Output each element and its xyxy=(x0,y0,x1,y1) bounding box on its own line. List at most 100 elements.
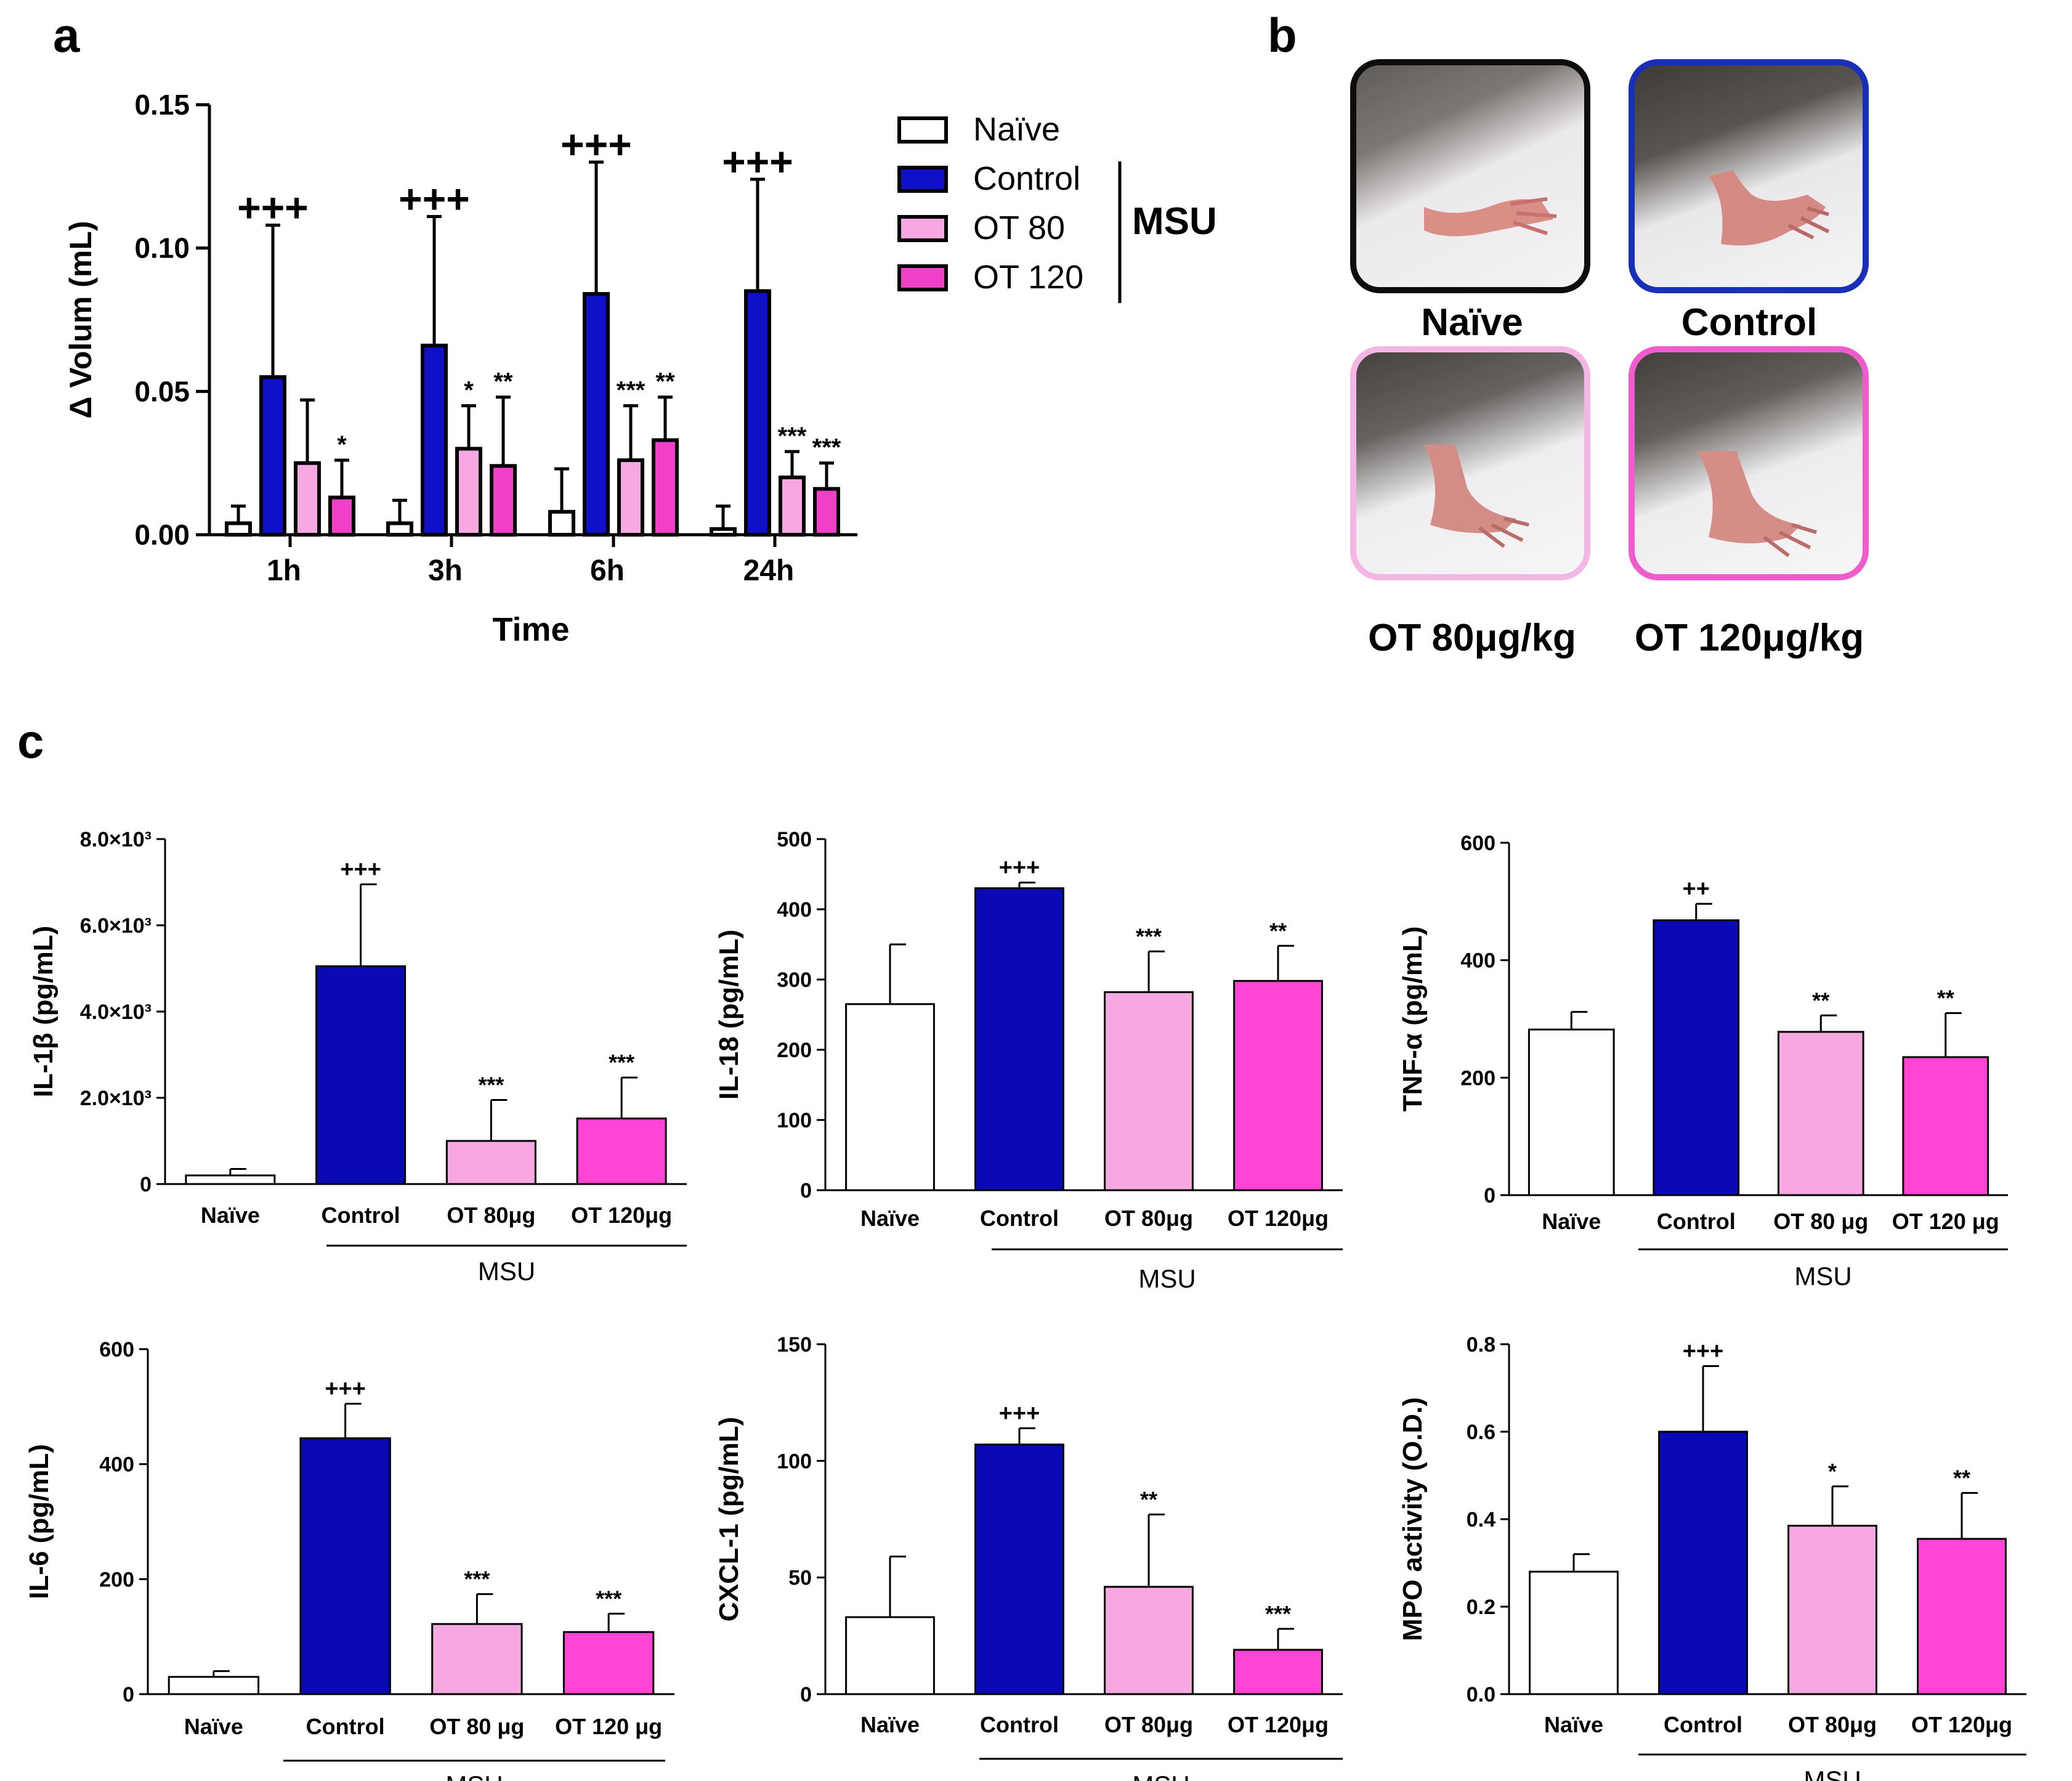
panel-label-a: a xyxy=(53,8,80,62)
legend-swatch-ot-80 xyxy=(897,215,948,242)
bar-ot-80-g xyxy=(431,1623,523,1695)
y-tick-label: 0.15 xyxy=(134,89,190,121)
x-tick-label: OT 80 μg xyxy=(429,1714,524,1739)
significance-label: +++ xyxy=(1683,1339,1724,1365)
legend-label-na-ve: Naïve xyxy=(973,111,1060,148)
y-axis-title: TNF-α (pg/mL) xyxy=(1398,927,1428,1112)
y-axis-title: IL-6 (pg/mL) xyxy=(24,1444,54,1599)
bar-control-1h xyxy=(259,375,286,537)
significance-label: *** xyxy=(1136,923,1162,949)
paw-volume-chart: 0.00 0.05 0.10 0.15 Δ Volum (mL) Time 1h +++ * 3h… xyxy=(63,89,1217,648)
x-tick-label: 24h xyxy=(743,554,795,587)
msu-group-label: MSU xyxy=(445,1771,503,1781)
bar-ot-80-g xyxy=(1104,991,1194,1191)
significance-label: *** xyxy=(609,1050,634,1075)
y-tick-label: 300 xyxy=(777,968,812,992)
significance-label: *** xyxy=(778,423,807,450)
paw-illustration-icon xyxy=(1424,197,1557,237)
bar-na-ve xyxy=(168,1676,260,1695)
x-tick-label: OT 120μg xyxy=(1228,1712,1329,1737)
control-photo-caption: Control xyxy=(1681,301,1818,344)
msu-group-label: MSU xyxy=(1132,1771,1189,1781)
x-tick-label: 6h xyxy=(590,554,625,587)
y-tick-label: 150 xyxy=(777,1333,812,1357)
legend-swatch-ot-120 xyxy=(897,264,948,291)
x-tick-label: OT 80μg xyxy=(1104,1206,1193,1231)
il1b-chart: 0 2.0×10³ 4.0×10³ 6.0×10³ 8.0×10³ IL-1β (pg/m… xyxy=(28,828,687,1286)
bar-na-ve-24h xyxy=(710,527,737,537)
y-tick-label: 100 xyxy=(777,1109,812,1132)
y-tick-label: 6.0×10³ xyxy=(80,914,152,938)
x-tick-label: 3h xyxy=(428,554,463,587)
bar-ot-120-g xyxy=(576,1118,667,1185)
y-tick-label: 0.6 xyxy=(1467,1421,1495,1444)
y-tick-label: 100 xyxy=(777,1450,812,1473)
bar-ot-80-3h xyxy=(455,447,482,537)
x-tick-label: OT 120μg xyxy=(571,1203,672,1228)
paw-illustration-icon xyxy=(1424,445,1529,548)
ot80-paw-photo xyxy=(1350,346,1590,580)
significance-label: *** xyxy=(478,1073,504,1098)
y-tick-label: 0.4 xyxy=(1467,1508,1495,1531)
significance-label: ** xyxy=(1269,918,1287,943)
y-tick-label: 400 xyxy=(99,1453,134,1477)
legend-label-control: Control xyxy=(973,160,1080,197)
y-tick-label: 0.00 xyxy=(134,519,190,551)
bar-ot-120-6h xyxy=(652,438,679,537)
significance-label: +++ xyxy=(722,139,793,184)
legend-group-label: MSU xyxy=(1132,200,1217,243)
bar-control-24h xyxy=(744,289,771,537)
bar-na-ve-1h xyxy=(225,521,252,537)
significance-label: *** xyxy=(596,1586,621,1611)
x-tick-label: 1h xyxy=(267,554,301,587)
y-axis-title: MPO activity (O.D.) xyxy=(1398,1397,1428,1641)
il6-chart: 0 200 400 600 IL-6 (pg/mL) Naïve Control +++ OT … xyxy=(24,1338,674,1781)
msu-group-label: MSU xyxy=(478,1257,535,1286)
y-tick-label: 0 xyxy=(800,1683,812,1706)
panel-label-c: c xyxy=(17,714,44,768)
significance-label: +++ xyxy=(340,857,381,883)
il18-chart: 0 100 200 300 400 500 IL-18 (pg/mL) Naïve Contro… xyxy=(714,828,1343,1293)
significance-label: +++ xyxy=(325,1376,366,1402)
y-tick-label: 2.0×10³ xyxy=(80,1087,152,1110)
x-tick-label: Naïve xyxy=(860,1712,920,1737)
x-tick-label: Control xyxy=(980,1206,1059,1231)
y-tick-label: 0.8 xyxy=(1467,1333,1495,1357)
bar-ot-120-1h xyxy=(328,495,355,537)
x-tick-label: Control xyxy=(1657,1209,1736,1234)
significance-label: ** xyxy=(1140,1487,1157,1512)
bar-ot-120-g xyxy=(1917,1538,2007,1695)
ot120-photo-caption: OT 120μg/kg xyxy=(1634,617,1864,659)
y-axis-title: CXCL-1 (pg/mL) xyxy=(714,1417,744,1621)
bar-control xyxy=(974,887,1064,1191)
significance-label: +++ xyxy=(237,184,309,230)
control-paw-photo xyxy=(1629,59,1869,293)
significance-label: ** xyxy=(1937,985,1954,1010)
bar-ot-120-24h xyxy=(813,487,840,537)
y-tick-label: 4.0×10³ xyxy=(80,1000,152,1024)
y-tick-label: 0.10 xyxy=(134,232,190,264)
bar-control xyxy=(1653,919,1740,1196)
x-tick-label: OT 120 μg xyxy=(1892,1209,1999,1234)
bar-ot-80-24h xyxy=(779,475,806,537)
paw-illustration-icon xyxy=(1709,170,1830,246)
x-tick-label: OT 80 μg xyxy=(1773,1209,1868,1234)
x-tick-label: OT 80μg xyxy=(1104,1712,1193,1737)
x-tick-label: OT 80μg xyxy=(447,1203,535,1228)
y-tick-label: 0 xyxy=(1484,1184,1495,1207)
y-tick-label: 0 xyxy=(123,1683,134,1706)
y-tick-label: 200 xyxy=(777,1039,812,1062)
x-tick-label: Naïve xyxy=(184,1714,243,1739)
bar-ot-80-6h xyxy=(617,458,644,537)
bar-na-ve xyxy=(1528,1028,1615,1196)
bar-ot-120-g xyxy=(1233,1649,1323,1695)
bar-ot-80-g xyxy=(445,1140,536,1185)
significance-label: ** xyxy=(493,368,513,396)
y-axis-title: IL-1β (pg/mL) xyxy=(28,926,59,1098)
y-tick-label: 600 xyxy=(99,1338,134,1361)
bar-ot-120-g xyxy=(562,1631,655,1695)
bar-ot-80-g xyxy=(1777,1031,1864,1196)
y-tick-label: 8.0×10³ xyxy=(80,828,152,851)
mpo-chart: 0.0 0.2 0.4 0.6 0.8 MPO activity (O.D.) Naïve C… xyxy=(1398,1333,2026,1781)
y-tick-label: 200 xyxy=(99,1568,134,1591)
